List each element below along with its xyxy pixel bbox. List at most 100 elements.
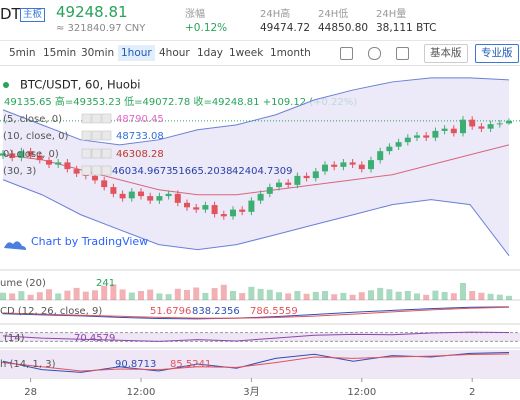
- x-tick-label: 12:00: [127, 387, 156, 398]
- candle-body: [460, 119, 466, 134]
- volume-bar: [478, 292, 485, 300]
- indicator-value: 48733.08: [116, 131, 164, 142]
- indicator-name: (5, close, 0): [3, 114, 62, 125]
- candle-body: [294, 175, 301, 185]
- candle-body: [202, 205, 209, 210]
- interval-button[interactable]: 1week: [229, 47, 264, 59]
- indicator-value: 42404.7309: [232, 166, 292, 177]
- cny-price: ≈ 321840.97 CNY: [56, 23, 146, 34]
- pane-name: h (14, 1, 3): [0, 359, 56, 370]
- interval-button[interactable]: 1day: [197, 47, 223, 59]
- candle-body: [101, 180, 108, 188]
- stat-value: 38,111 BTC: [376, 22, 437, 34]
- pane-value: 241: [96, 278, 115, 289]
- candle-body: [156, 196, 163, 201]
- chart-title: BTC/USDT, 60, Huobi: [20, 78, 140, 92]
- candle-body: [0, 153, 6, 156]
- candle-body: [174, 193, 181, 203]
- candle-body: [239, 209, 246, 212]
- x-tick-label: 12:00: [347, 387, 376, 398]
- candle-body: [386, 146, 393, 152]
- candle-body: [73, 169, 80, 174]
- indicator-icon[interactable]: [340, 47, 353, 60]
- candle-body: [331, 164, 338, 167]
- volume-bar: [303, 293, 310, 300]
- stat-value: +0.12%: [185, 22, 228, 34]
- board-tag: 主板: [20, 8, 46, 22]
- pane-value: 838.2356: [192, 306, 240, 317]
- interval-button[interactable]: 5min: [9, 47, 36, 59]
- d-line: [2, 353, 510, 372]
- indicator-value: 51665.2038: [172, 166, 232, 177]
- candle-body: [248, 200, 255, 212]
- candle-body: [36, 155, 43, 161]
- volume-bar: [386, 289, 393, 300]
- indicator-button: [81, 130, 92, 141]
- version-button[interactable]: 基本版: [424, 44, 468, 63]
- band-fill: [3, 77, 509, 256]
- candle-body: [368, 160, 374, 170]
- volume-bar: [358, 292, 365, 300]
- volume-bar: [423, 294, 430, 300]
- candle-body: [395, 142, 402, 147]
- volume-bar: [119, 289, 126, 300]
- volume-bar: [294, 290, 301, 300]
- indicator-name: 0) close, 0): [3, 149, 59, 160]
- candle-body: [349, 162, 356, 165]
- candle-body: [303, 175, 310, 179]
- candle-body: [211, 205, 218, 215]
- volume-bar: [0, 292, 6, 300]
- candle-body: [9, 153, 16, 158]
- indicator-button: [101, 130, 112, 141]
- watermark: Chart by TradingView: [31, 235, 148, 248]
- volume-bar: [469, 290, 476, 300]
- chart: BTC/USDT, 60, Huobi 49135.65 高=49353.23 …: [0, 77, 520, 398]
- version-button[interactable]: 专业版: [475, 44, 519, 63]
- candle-body: [92, 175, 98, 181]
- interval-button[interactable]: 30min: [81, 47, 115, 59]
- stat-value: 49474.72: [260, 22, 311, 34]
- volume-bar: [404, 290, 411, 300]
- indicator-button: [81, 113, 92, 124]
- volume-bar: [147, 289, 154, 300]
- candle-body: [220, 214, 227, 217]
- volume-bar: [285, 293, 292, 300]
- volume-bar: [55, 293, 62, 300]
- candle-body: [138, 191, 144, 197]
- candle-body: [450, 128, 457, 134]
- x-tick-label: 28: [24, 387, 37, 398]
- interval-button[interactable]: 1hour: [118, 45, 155, 61]
- stat-label: 涨幅: [185, 9, 205, 20]
- ohlc-text: 49135.65 高=49353.23 低=49072.78 收=49248.8…: [4, 95, 357, 108]
- interval-button[interactable]: 4hour: [159, 47, 190, 59]
- candle-body: [184, 202, 190, 208]
- pane-value: 786.5559: [250, 306, 298, 317]
- volume-bar: [36, 292, 43, 300]
- candle-body: [165, 193, 172, 197]
- indicator-button: [91, 165, 102, 176]
- volume-bar: [184, 289, 190, 300]
- stat-value: 44850.80: [318, 22, 369, 34]
- volume-bar: [276, 292, 282, 300]
- candle-body: [266, 187, 273, 194]
- settings-icon[interactable]: [368, 47, 381, 60]
- indicator-button: [91, 113, 102, 124]
- candle-body: [257, 193, 264, 201]
- candle-body: [276, 182, 282, 188]
- volume-bar: [312, 291, 319, 300]
- rsi-background: [0, 332, 520, 342]
- stat-label: 24H量: [376, 9, 407, 20]
- interval-button[interactable]: 15min: [43, 47, 77, 59]
- header: DT 主板 49248.81 ≈ 321840.97 CNY 涨幅 +0.12% 2…: [0, 0, 520, 41]
- candle-body: [414, 135, 420, 138]
- fullscreen-icon[interactable]: [396, 47, 409, 60]
- pane-value: 51.6796: [150, 306, 191, 317]
- stat-label: 24H高: [260, 9, 291, 20]
- volume-bar: [322, 290, 328, 300]
- candle-body: [18, 151, 25, 158]
- pane-name: (14): [4, 333, 25, 344]
- indicator-button: [101, 113, 112, 124]
- interval-button[interactable]: 1month: [270, 47, 311, 59]
- volume-bar: [248, 286, 255, 300]
- volume-bar: [395, 291, 402, 300]
